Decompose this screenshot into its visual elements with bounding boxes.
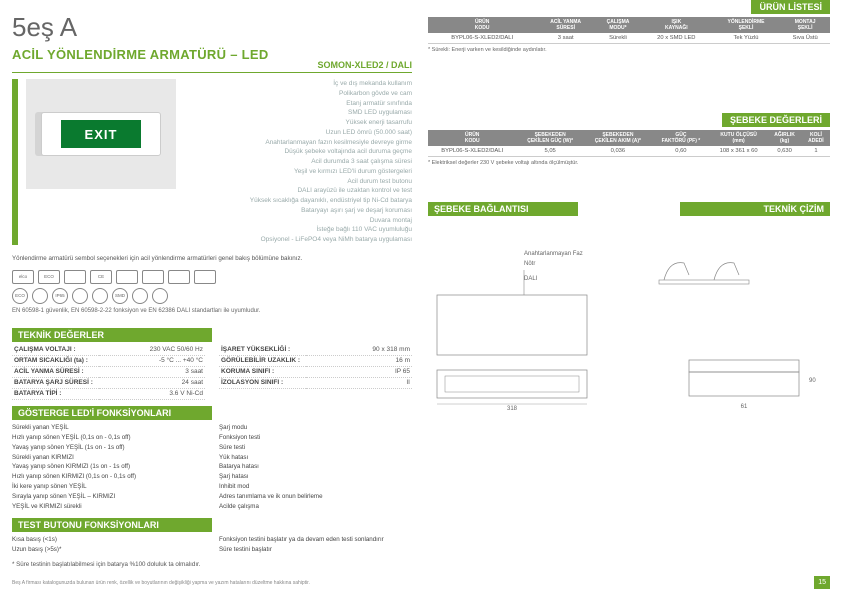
feature-item: Düşük şebeke voltajında acil duruma geçm…	[184, 147, 412, 157]
section-product-list: ÜRÜN LİSTESİ	[751, 0, 830, 14]
symbol-note: Yönlendirme armatürü sembol seçenekleri …	[12, 255, 412, 262]
dim-depth: 61	[741, 404, 748, 410]
feature-list: İç ve dış mekanda kullanımPolikarbon göv…	[184, 79, 412, 245]
page-number: 15	[814, 576, 830, 589]
cert-icon: ECO	[12, 288, 28, 304]
section-indicator-led: GÖSTERGE LED'İ FONKSİYONLARI	[12, 406, 212, 420]
label-dali: DALI	[524, 276, 538, 282]
feature-item: DALI arayüzü ile uzaktan kontrol ve test	[184, 186, 412, 196]
exit-sign-face: EXIT	[61, 120, 141, 148]
feature-item: Yeşil ve kırmızı LED'li durum göstergele…	[184, 167, 412, 177]
label-neutral: Nötr	[524, 261, 535, 267]
feature-item: Acil durum test butonu	[184, 177, 412, 187]
dim-width: 318	[507, 406, 518, 412]
cert-icon	[194, 270, 216, 284]
cert-icon: ECO	[38, 270, 60, 284]
feature-item: İç ve dış mekanda kullanım	[184, 79, 412, 89]
feature-item: Opsiyonel - LiFePO4 veya NiMh batarya uy…	[184, 235, 412, 245]
section-mains-connection: ŞEBEKE BAĞLANTISI	[428, 202, 578, 216]
section-technical-drawing: TEKNİK ÇİZİM	[680, 202, 830, 216]
mains-table-note: * Elektriksel değerler 230 V şebeke volt…	[428, 160, 830, 166]
feature-item: Polikarbon gövde ve cam	[184, 89, 412, 99]
feature-item: Uzun LED ömrü (50.000 saat)	[184, 128, 412, 138]
feature-item: Etanj armatür sınıfında	[184, 99, 412, 109]
product-image: EXIT	[26, 79, 176, 189]
section-mains-values: ŞEBEKE DEĞERLERİ	[722, 113, 830, 127]
mains-table: ÜRÜNKODUŞEBEKEDENÇEKİLEN GÜÇ (W)*ŞEBEKED…	[428, 130, 830, 157]
cert-icon	[72, 288, 88, 304]
button-note: * Süre testinin başlatılabilmesi için ba…	[12, 561, 412, 568]
feature-item: Yüksek sıcaklığa dayanıklı, endüstriyel …	[184, 196, 412, 206]
product-table: ÜRÜNKODUACİL YANMASÜRESİÇALIŞMAMODU*IŞIK…	[428, 17, 830, 44]
brand-logo: 5eş A	[12, 12, 412, 43]
footer-disclaimer: Beş A firması katalogunuzda bulunan ürün…	[12, 580, 310, 586]
indicator-meanings-list: Şarj moduFonksiyon testiSüre testiYük ha…	[219, 423, 412, 512]
tech-table-left: ÇALIŞMA VOLTAJI :230 VAC 50/60 HzORTAM S…	[12, 345, 205, 400]
cert-icon	[64, 270, 86, 284]
feature-item: İsteğe bağlı 110 VAC uyumluluğu	[184, 225, 412, 235]
feature-item: Yüksek enerji tasarrufu	[184, 118, 412, 128]
cert-icon	[142, 270, 164, 284]
label-phase: Anahtarlanmayan Faz	[524, 251, 583, 257]
cert-icon: CE	[90, 270, 112, 284]
section-test-button: TEST BUTONU FONKSİYONLARI	[12, 518, 212, 532]
tech-table-right: İŞARET YÜKSEKLİĞİ :90 x 318 mmGÖRÜLEBİLİ…	[219, 345, 412, 389]
cert-icon	[116, 270, 138, 284]
cert-icon	[32, 288, 48, 304]
diagram-area: Anahtarlanmayan Faz Nötr DALI 318	[428, 225, 830, 415]
cert-icons-row-1: elco ECO CE	[12, 270, 412, 284]
section-technical-values: TEKNİK DEĞERLER	[12, 328, 212, 342]
cert-icon	[168, 270, 190, 284]
cert-icon: IP65	[52, 288, 68, 304]
feature-item: Anahtarlanmayan fazın kesilmesiyle devre…	[184, 138, 412, 148]
feature-item: Acil durumda 3 saat çalışma süresi	[184, 157, 412, 167]
feature-item: Duvara montaj	[184, 216, 412, 226]
cert-icon	[92, 288, 108, 304]
cert-icons-row-2: ECO IP65 SMD	[12, 288, 412, 304]
feature-item: SMD LED uygulaması	[184, 108, 412, 118]
dim-height: 90	[809, 378, 816, 384]
button-result-list: Fonksiyon testini başlatır ya da devam e…	[219, 535, 412, 555]
cert-icon: elco	[12, 270, 34, 284]
cert-icon: SMD	[112, 288, 128, 304]
button-action-list: Kısa basış (<1s)Uzun basış (>5s)*	[12, 535, 205, 555]
product-table-note: * Sürekli: Enerji varken ve kesildiğinde…	[428, 47, 830, 53]
accent-bar	[12, 79, 18, 245]
title-rule	[12, 72, 412, 73]
indicator-states-list: Sürekli yanan YEŞİLHızlı yanıp sönen YEŞ…	[12, 423, 205, 512]
cert-icon	[152, 288, 168, 304]
cert-icon	[132, 288, 148, 304]
feature-item: Bataryayı aşırı şarj ve deşarj koruması	[184, 206, 412, 216]
standards-note: EN 60598-1 güvenlik, EN 60598-2-22 fonks…	[12, 308, 412, 314]
